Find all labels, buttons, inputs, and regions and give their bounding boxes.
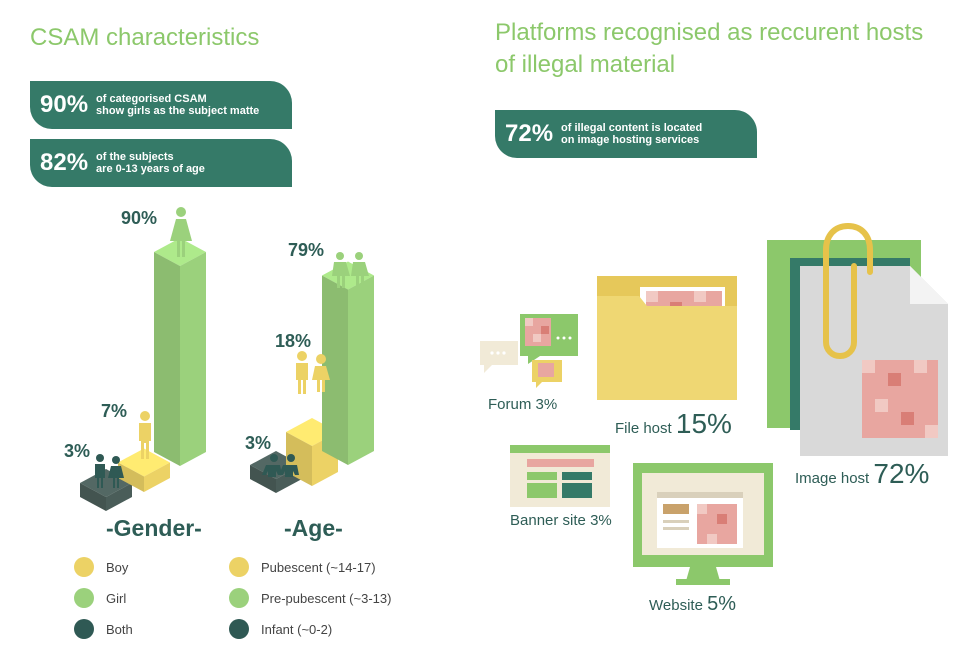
legend-item: Boy (74, 557, 128, 577)
legend-swatch (229, 619, 249, 639)
stat-pill-age: 82% of the subjects are 0-13 years of ag… (30, 139, 292, 187)
platform-label-image-host: Image host 72% (795, 458, 929, 490)
legend-swatch (74, 588, 94, 608)
legend-label: Pubescent (~14-17) (261, 559, 376, 575)
platform-label-website: Website 5% (649, 593, 736, 616)
age-chart-title: -Age- (284, 515, 343, 541)
legend-item: Pubescent (~14-17) (229, 557, 376, 577)
bar-boy (118, 448, 170, 492)
legend-swatch (74, 557, 94, 577)
legend-label: Pre-pubescent (~3-13) (261, 590, 392, 606)
legend-label: Girl (106, 590, 127, 606)
bar-label-boy: 7% (101, 401, 128, 421)
stat-pill-age-text-2: are 0-13 years of age (96, 163, 205, 175)
banner-site-icon (510, 445, 610, 507)
stat-pill-image-hosting-text-1: of illegal content is located (561, 122, 703, 134)
stat-pill-age-value: 82% (40, 149, 89, 176)
legend-swatch (229, 588, 249, 608)
platform-name: Forum (488, 396, 532, 413)
bar-label-prepubescent: 79% (288, 240, 325, 260)
platform-value: 72% (873, 458, 930, 489)
left-title: CSAM characteristics (30, 24, 260, 51)
legend-item: Girl (74, 588, 126, 608)
right-title-line2: of illegal material (495, 51, 676, 78)
bar-label-infant: 3% (245, 433, 272, 453)
boy-figure-icon (139, 411, 151, 459)
platform-label-forum: Forum 3% (488, 396, 557, 413)
platform-name: Image host (795, 470, 870, 487)
platform-label-file-host: File host 15% (615, 408, 732, 440)
platform-name: Banner site (510, 512, 586, 529)
legend-swatch (74, 619, 94, 639)
legend-label: Both (106, 621, 133, 637)
girl-figure-icon (170, 207, 192, 257)
platform-value: 15% (675, 408, 732, 439)
platform-name: File host (615, 420, 672, 437)
right-title-line1: Platforms recognised as reccurent hosts (495, 19, 924, 46)
bar-prepubescent (322, 261, 374, 465)
bar-girl (154, 238, 206, 466)
legend-item: Pre-pubescent (~3-13) (229, 588, 391, 608)
stat-pill-girls-value: 90% (40, 91, 89, 118)
stat-pill-girls-text-2: show girls as the subject matte (96, 105, 260, 117)
stat-pill-girls-text: of categorised CSAM show girls as the su… (96, 93, 259, 117)
stat-pill-girls-text-1: of categorised CSAM (96, 93, 207, 105)
platform-value: 5% (707, 593, 736, 615)
bar-label-pubescent: 18% (275, 331, 312, 351)
gender-chart-title: -Gender- (106, 515, 202, 541)
stat-pill-image-hosting-text: of illegal content is located on image h… (561, 122, 702, 146)
bar-label-girl: 90% (121, 208, 158, 228)
folder-icon (597, 276, 737, 400)
pubescent-figure-icon (296, 351, 330, 394)
stat-pill-image-hosting-value: 72% (505, 120, 554, 147)
stat-pill-age-text-1: of the subjects (96, 151, 174, 163)
platform-name: Website (649, 597, 703, 614)
stat-pill-girls: 90% of categorised CSAM show girls as th… (30, 81, 292, 129)
both-figure-icon (95, 454, 124, 488)
stat-pill-image-hosting-text-2: on image hosting services (561, 134, 700, 146)
prepubescent-figure-icon (332, 252, 369, 288)
legend-label: Infant (~0-2) (261, 621, 333, 637)
legend-item: Infant (~0-2) (229, 619, 332, 639)
platform-value: 3% (590, 512, 612, 529)
infant-figure-icon (262, 454, 299, 477)
website-monitor-icon (633, 463, 773, 585)
legend-item: Both (74, 619, 133, 639)
platform-label-banner-site: Banner site 3% (510, 512, 612, 529)
stat-pill-image-hosting: 72% of illegal content is located on ima… (495, 110, 757, 158)
figures (95, 207, 369, 488)
forum-icon (480, 314, 578, 388)
bar-label-both: 3% (64, 441, 91, 461)
platform-value: 3% (535, 396, 558, 413)
stat-pill-age-text: of the subjects are 0-13 years of age (96, 151, 205, 175)
image-host-icon (767, 223, 948, 456)
legend-swatch (229, 557, 249, 577)
legend-label: Boy (106, 559, 129, 575)
